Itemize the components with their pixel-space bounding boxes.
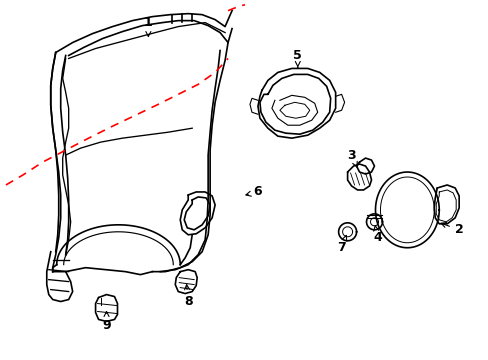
Text: 2: 2 [440, 222, 463, 236]
Text: 9: 9 [102, 311, 111, 332]
Text: 1: 1 [143, 16, 152, 36]
Text: 5: 5 [293, 49, 302, 68]
Text: 8: 8 [183, 285, 192, 308]
Text: 7: 7 [337, 235, 346, 254]
Text: 3: 3 [346, 149, 357, 167]
Text: 4: 4 [372, 225, 381, 244]
Text: 6: 6 [245, 185, 262, 198]
